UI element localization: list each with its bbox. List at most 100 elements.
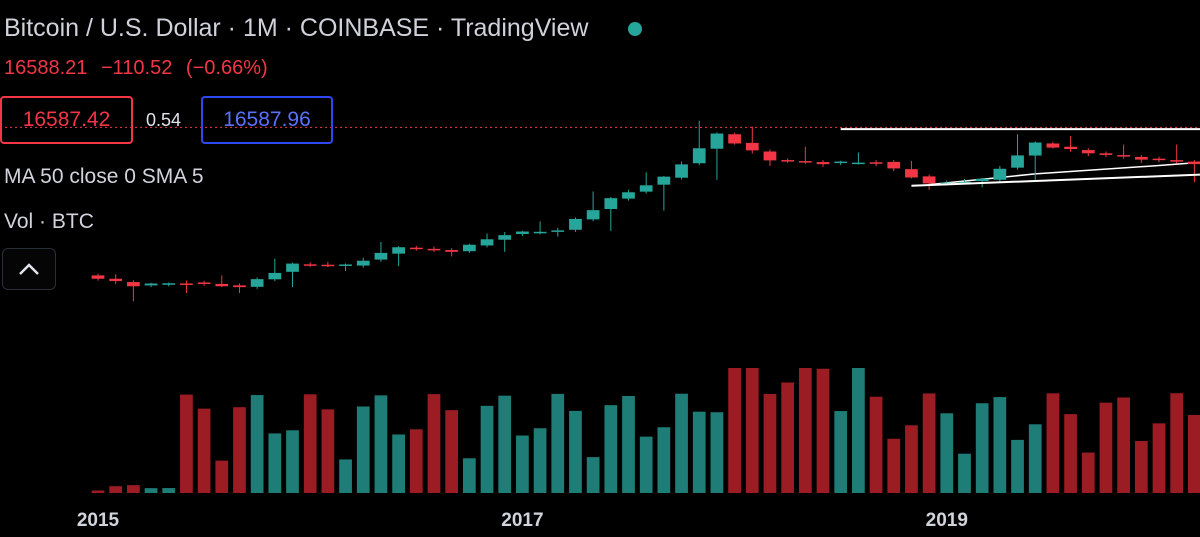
volume-bar bbox=[834, 411, 848, 493]
candle-body bbox=[197, 282, 211, 284]
candle-body bbox=[268, 272, 282, 280]
volume-bar bbox=[250, 395, 264, 493]
candle-body bbox=[498, 235, 512, 240]
candle-body bbox=[1170, 160, 1184, 162]
volume-indicator-legend[interactable]: Vol · BTC bbox=[4, 210, 94, 233]
candle-body bbox=[958, 181, 971, 184]
x-axis: 201520172019202120232025 bbox=[77, 510, 968, 531]
ma-indicator-legend[interactable]: MA 50 close 0 SMA 5 bbox=[4, 165, 204, 188]
candle-body bbox=[692, 148, 706, 164]
candle-body bbox=[675, 164, 688, 178]
volume-bar bbox=[374, 395, 388, 493]
volume-bar bbox=[1011, 439, 1024, 493]
x-tick-label: 2019 bbox=[926, 510, 968, 531]
candle-body bbox=[798, 161, 812, 163]
volume-bar bbox=[905, 425, 918, 493]
volume-bar bbox=[869, 396, 883, 493]
volume-bar bbox=[604, 405, 618, 493]
symbol-title: Bitcoin / U.S. Dollar · 1M · COINBASE · … bbox=[4, 14, 589, 42]
candle-body bbox=[569, 218, 582, 230]
volume-bar bbox=[303, 394, 317, 493]
candle-body bbox=[657, 176, 671, 185]
volume-bar bbox=[1152, 423, 1166, 493]
candle-body bbox=[1188, 161, 1200, 165]
volume-bar bbox=[922, 393, 936, 493]
ma-50-line bbox=[929, 161, 1200, 186]
volume-bar bbox=[1046, 393, 1060, 493]
candle-body bbox=[392, 247, 405, 254]
volume-bar bbox=[91, 490, 105, 493]
price-change-percent: (−0.66%) bbox=[185, 57, 268, 79]
candle-body bbox=[905, 169, 918, 178]
candle-body bbox=[162, 283, 176, 285]
buy-button[interactable]: 16587.96 bbox=[201, 96, 333, 144]
candle-body bbox=[1064, 146, 1077, 150]
volume-bar bbox=[286, 430, 299, 493]
volume-bar bbox=[127, 485, 140, 493]
candle-body bbox=[533, 231, 547, 234]
candle-body bbox=[922, 176, 936, 184]
last-price: 16588.21 bbox=[4, 57, 88, 79]
candle-body bbox=[869, 162, 883, 164]
volume-bar bbox=[427, 394, 441, 493]
candle-body bbox=[993, 168, 1007, 180]
candle-body bbox=[1046, 143, 1060, 148]
volume-bar bbox=[569, 410, 582, 493]
volume-bar bbox=[1081, 452, 1095, 493]
candle-body bbox=[233, 285, 246, 288]
volume-bar bbox=[180, 394, 193, 493]
x-tick-label: 2015 bbox=[77, 510, 120, 531]
volume-bar bbox=[975, 403, 989, 493]
candle-body bbox=[1099, 153, 1113, 155]
candle-body bbox=[551, 230, 565, 232]
sell-button[interactable]: 16587.42 bbox=[0, 96, 133, 144]
drawings[interactable] bbox=[840, 74, 1200, 187]
volume-bars bbox=[91, 368, 1200, 493]
candle-body bbox=[480, 239, 494, 246]
chevron-up-icon bbox=[19, 263, 39, 275]
candle-body bbox=[321, 264, 335, 267]
volume-bar bbox=[409, 429, 423, 493]
price-change: −110.52 bbox=[100, 57, 173, 79]
candle-body bbox=[975, 178, 989, 182]
candle-body bbox=[250, 279, 264, 287]
volume-bar bbox=[339, 459, 352, 493]
volume-bar bbox=[1170, 393, 1184, 493]
volume-bar bbox=[710, 412, 724, 493]
volume-bar bbox=[551, 393, 565, 493]
candle-body bbox=[1028, 142, 1042, 156]
candle-body bbox=[1134, 156, 1148, 160]
volume-bar bbox=[480, 405, 494, 493]
candlesticks bbox=[91, 120, 1200, 302]
candle-body bbox=[374, 252, 388, 260]
volume-bar bbox=[144, 488, 158, 493]
volume-bar bbox=[268, 433, 282, 493]
volume-bar bbox=[1117, 397, 1130, 493]
volume-bar bbox=[639, 436, 653, 493]
volume-bar bbox=[1099, 402, 1113, 493]
candle-body bbox=[127, 282, 140, 287]
candle-body bbox=[356, 260, 370, 266]
candle-body bbox=[1081, 150, 1095, 154]
volume-bar bbox=[852, 368, 865, 493]
candle-body bbox=[339, 264, 352, 266]
volume-bar bbox=[1064, 414, 1077, 493]
candle-body bbox=[91, 275, 105, 279]
x-tick-label: 2017 bbox=[501, 510, 543, 531]
volume-bar bbox=[745, 368, 759, 493]
trend-line bbox=[911, 173, 1200, 187]
volume-bar bbox=[622, 395, 635, 493]
candle-body bbox=[816, 162, 830, 165]
volume-bar bbox=[958, 453, 971, 493]
volume-bar bbox=[1188, 414, 1200, 493]
collapse-legend-button[interactable] bbox=[2, 248, 56, 290]
candle-body bbox=[763, 151, 777, 161]
volume-bar bbox=[993, 397, 1007, 493]
volume-bar bbox=[1134, 440, 1148, 493]
symbol-legend: Bitcoin / U.S. Dollar · 1M · COINBASE · … bbox=[4, 14, 643, 43]
volume-bar bbox=[1028, 424, 1042, 493]
candle-body bbox=[728, 134, 741, 144]
candle-body bbox=[1011, 155, 1024, 168]
volume-bar bbox=[816, 368, 830, 493]
